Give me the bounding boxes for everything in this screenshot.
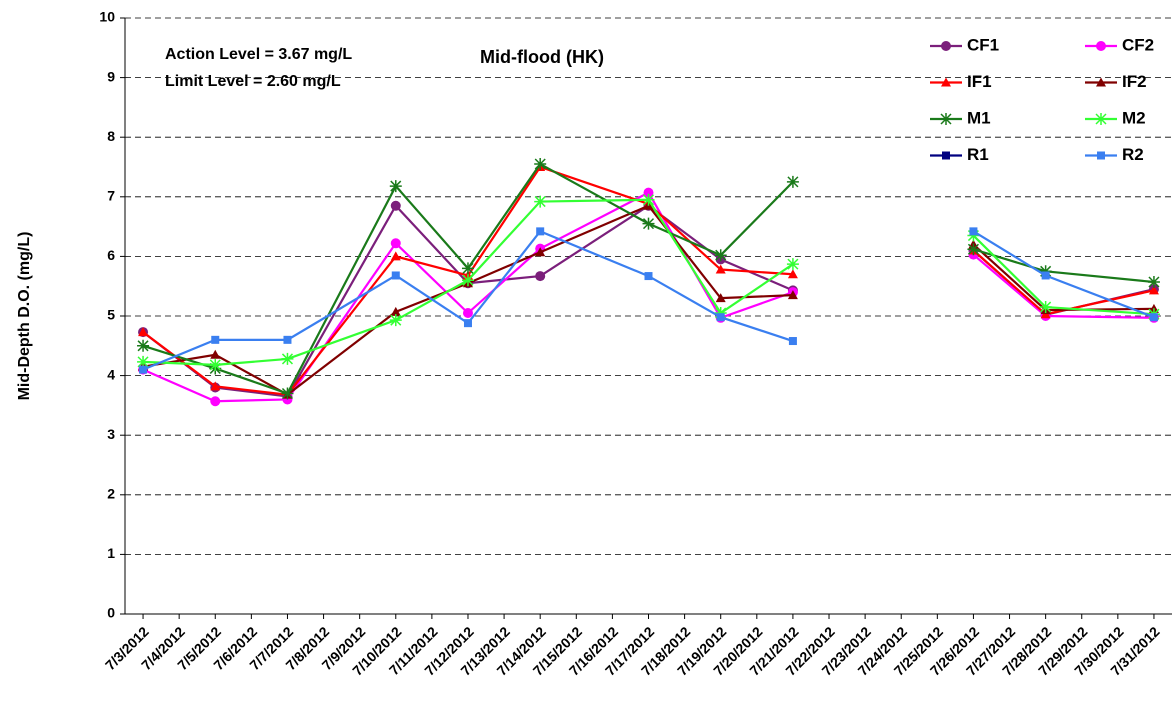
legend-item: IF1 [930,72,992,91]
marker [211,335,220,344]
marker [787,269,798,279]
y-tick-label: 9 [107,68,115,84]
marker [642,217,655,230]
marker [210,349,221,359]
legend-label: IF2 [1122,72,1147,91]
marker [210,381,221,391]
marker [209,358,222,371]
series-line [142,230,1155,371]
y-tick-label: 1 [107,545,115,561]
legend-item: R1 [930,145,989,164]
marker [139,365,148,374]
marker [461,274,474,287]
marker [714,249,727,262]
marker [281,352,294,365]
marker [1096,41,1106,51]
marker [787,290,798,300]
marker [788,337,797,346]
marker [940,113,952,125]
marker [461,262,474,275]
legend-item: CF1 [930,35,999,54]
marker [390,200,401,211]
marker [210,396,221,407]
y-tick-label: 4 [107,366,115,382]
y-tick-label: 6 [107,247,115,263]
marker [390,251,401,261]
marker [714,307,727,320]
chart-title: Mid-flood (HK) [480,47,604,67]
marker [390,238,401,249]
legend-item: M2 [1085,108,1146,127]
marker [535,247,546,257]
legend-label: CF1 [967,35,999,54]
y-axis-label: Mid-Depth D.O. (mg/L) [16,232,33,401]
marker [536,227,545,236]
marker [644,272,653,281]
marker [1039,265,1052,278]
marker [1096,77,1106,87]
marker [462,308,473,319]
series-line [142,204,1154,396]
marker [535,271,546,282]
legend-label: R2 [1122,145,1144,164]
marker [1041,271,1050,280]
marker [281,387,294,400]
marker [1149,313,1158,322]
marker [643,187,654,198]
marker [1148,285,1159,295]
marker [391,271,400,280]
marker [967,243,980,256]
series-line [142,203,1155,398]
marker [715,293,726,303]
marker [138,327,149,337]
y-tick-label: 7 [107,188,115,204]
marker [1147,276,1160,289]
marker [715,264,726,274]
legend-item: CF2 [1085,35,1154,54]
legend-item: IF2 [1085,72,1147,91]
legend-label: M2 [1122,108,1146,127]
annotation: Action Level = 3.67 mg/L [165,46,352,63]
y-tick-label: 2 [107,486,115,502]
marker [283,335,292,344]
marker [1095,113,1107,125]
marker [716,313,725,322]
marker [137,339,150,352]
y-tick-label: 8 [107,128,115,144]
marker [941,41,951,51]
marker [941,77,951,87]
marker [1097,151,1105,160]
marker [389,180,402,193]
marker [463,319,472,328]
y-tick-label: 10 [99,9,115,25]
legend-item: R2 [1085,145,1144,164]
marker [786,258,799,271]
y-tick-label: 3 [107,426,115,442]
marker [942,151,950,160]
marker [389,314,402,327]
marker [967,229,980,242]
marker [390,306,401,316]
marker [786,175,799,188]
y-tick-label: 5 [107,307,115,323]
legend-label: M1 [967,108,991,127]
marker [534,195,547,208]
legend-label: R1 [967,145,989,164]
marker [969,227,978,236]
marker [1039,301,1052,314]
y-tick-label: 0 [107,605,115,621]
marker [534,158,547,171]
marker [642,193,655,206]
legend-label: IF1 [967,72,992,91]
legend-item: M1 [930,108,991,127]
legend-label: CF2 [1122,35,1154,54]
marker [137,355,150,368]
annotation: Limit Level = 2.60 mg/L [165,73,341,90]
